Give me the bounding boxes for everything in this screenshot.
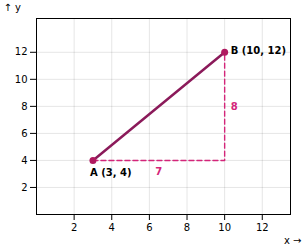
svg-text:8: 8 (184, 222, 190, 233)
svg-text:12: 12 (256, 222, 269, 233)
svg-text:12: 12 (15, 46, 28, 57)
svg-text:B (10, 12): B (10, 12) (231, 45, 286, 56)
svg-text:2: 2 (71, 222, 77, 233)
svg-text:A (3, 4): A (3, 4) (90, 167, 132, 178)
svg-text:10: 10 (218, 222, 231, 233)
svg-text:6: 6 (21, 128, 27, 139)
svg-text:10: 10 (15, 74, 28, 85)
svg-text:x →: x → (284, 235, 301, 246)
svg-text:8: 8 (231, 101, 238, 112)
svg-text:4: 4 (109, 222, 115, 233)
svg-text:↑ y: ↑ y (4, 2, 22, 13)
svg-text:8: 8 (21, 101, 27, 112)
svg-text:2: 2 (21, 182, 27, 193)
svg-text:6: 6 (146, 222, 152, 233)
svg-text:7: 7 (155, 166, 162, 177)
svg-text:4: 4 (21, 155, 27, 166)
